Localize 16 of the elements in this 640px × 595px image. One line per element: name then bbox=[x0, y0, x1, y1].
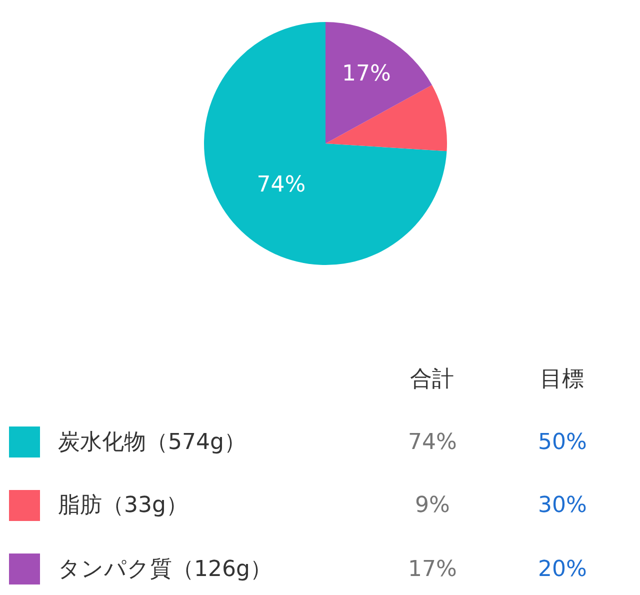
data-label: 17% bbox=[342, 62, 391, 87]
text: 9% bbox=[415, 493, 450, 518]
text: 17% bbox=[408, 557, 457, 582]
legend-label: タンパク質（126g） bbox=[58, 557, 272, 582]
text: 合計 bbox=[410, 367, 454, 392]
pie-slice bbox=[326, 84, 447, 152]
text: 30% bbox=[538, 493, 587, 518]
text: 74% bbox=[408, 430, 457, 455]
legend-label: 炭水化物（574g） bbox=[58, 430, 246, 455]
text: 目標 bbox=[540, 367, 584, 392]
text: 20% bbox=[538, 557, 587, 582]
pie-slice bbox=[326, 22, 432, 144]
data-label: 74% bbox=[256, 172, 306, 198]
text: 50% bbox=[538, 430, 587, 455]
legend-label: 脂肪（33g） bbox=[58, 493, 188, 518]
pie-slice bbox=[204, 22, 447, 265]
